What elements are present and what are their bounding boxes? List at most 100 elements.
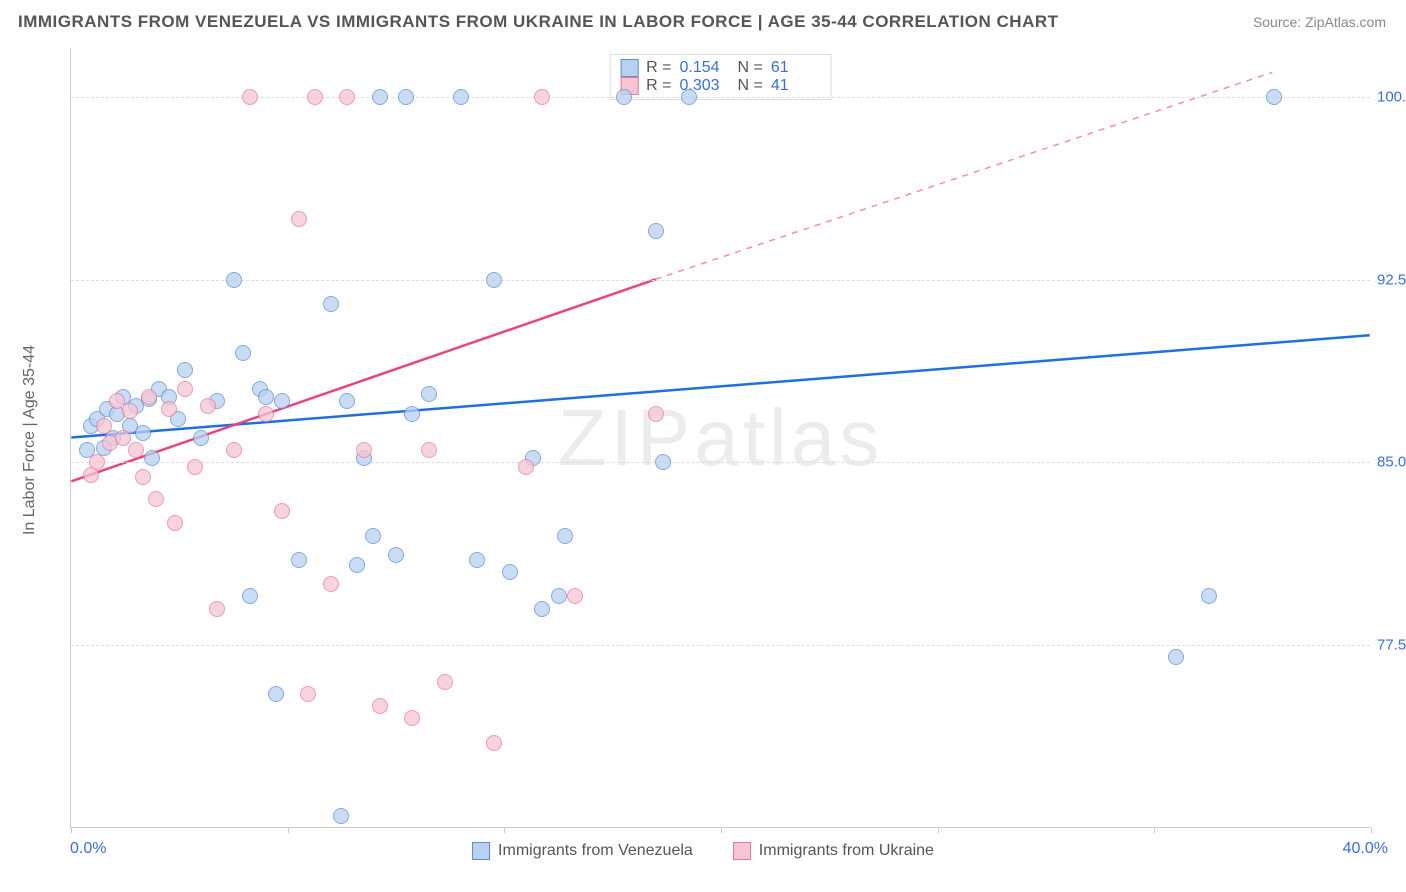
ytick-label: 85.0% bbox=[1377, 454, 1406, 471]
yaxis-title: In Labor Force | Age 35-44 bbox=[21, 345, 39, 535]
scatter-point bbox=[268, 686, 284, 702]
correlation-legend-row: R =0.154N =61 bbox=[620, 59, 821, 77]
series-legend: Immigrants from Venezuela Immigrants from… bbox=[472, 842, 934, 860]
scatter-point bbox=[1201, 588, 1217, 604]
series-legend-label: Immigrants from Venezuela bbox=[498, 842, 693, 860]
scatter-point bbox=[404, 406, 420, 422]
scatter-point bbox=[534, 89, 550, 105]
scatter-point bbox=[89, 454, 105, 470]
xtick-mark bbox=[71, 827, 72, 833]
scatter-point bbox=[453, 89, 469, 105]
ytick-label: 100.0% bbox=[1377, 88, 1406, 105]
scatter-point bbox=[486, 272, 502, 288]
series-legend-item: Immigrants from Venezuela bbox=[472, 842, 693, 860]
scatter-point bbox=[551, 588, 567, 604]
scatter-point bbox=[323, 296, 339, 312]
scatter-point bbox=[372, 89, 388, 105]
scatter-point bbox=[372, 698, 388, 714]
scatter-point bbox=[469, 552, 485, 568]
trend-line-dashed bbox=[656, 72, 1273, 279]
scatter-point bbox=[135, 469, 151, 485]
chart-title: IMMIGRANTS FROM VENEZUELA VS IMMIGRANTS … bbox=[18, 12, 1059, 32]
legend-r-label: R = bbox=[646, 59, 671, 77]
scatter-point bbox=[307, 89, 323, 105]
scatter-point bbox=[323, 576, 339, 592]
scatter-point bbox=[1168, 649, 1184, 665]
scatter-point bbox=[122, 403, 138, 419]
scatter-point bbox=[398, 89, 414, 105]
xtick-mark bbox=[504, 827, 505, 833]
scatter-point bbox=[177, 362, 193, 378]
scatter-point bbox=[291, 552, 307, 568]
scatter-point bbox=[274, 393, 290, 409]
scatter-point bbox=[274, 503, 290, 519]
xtick-mark bbox=[721, 827, 722, 833]
correlation-legend: R =0.154N =61R =0.303N =41 bbox=[609, 54, 832, 100]
legend-n-label: N = bbox=[738, 59, 763, 77]
scatter-point bbox=[421, 386, 437, 402]
source-label: Source: ZipAtlas.com bbox=[1253, 14, 1386, 30]
scatter-point bbox=[356, 442, 372, 458]
series-legend-label: Immigrants from Ukraine bbox=[759, 842, 934, 860]
scatter-point bbox=[291, 211, 307, 227]
scatter-point bbox=[115, 430, 131, 446]
xaxis-max-label: 40.0% bbox=[1343, 840, 1388, 858]
scatter-point bbox=[258, 406, 274, 422]
scatter-point bbox=[209, 601, 225, 617]
scatter-point bbox=[365, 528, 381, 544]
scatter-point bbox=[200, 398, 216, 414]
xtick-mark bbox=[938, 827, 939, 833]
scatter-point bbox=[161, 401, 177, 417]
scatter-point bbox=[242, 588, 258, 604]
scatter-point bbox=[349, 557, 365, 573]
scatter-point bbox=[518, 459, 534, 475]
correlation-legend-row: R =0.303N =41 bbox=[620, 77, 821, 95]
scatter-point bbox=[534, 601, 550, 617]
xaxis-min-label: 0.0% bbox=[70, 840, 106, 858]
scatter-point bbox=[681, 89, 697, 105]
scatter-point bbox=[486, 735, 502, 751]
scatter-point bbox=[193, 430, 209, 446]
plot-area: ZIPatlas R =0.154N =61R =0.303N =41 77.5… bbox=[70, 48, 1370, 828]
legend-r-label: R = bbox=[646, 77, 671, 95]
legend-n-value: 41 bbox=[771, 77, 821, 95]
scatter-point bbox=[96, 418, 112, 434]
scatter-point bbox=[655, 454, 671, 470]
scatter-point bbox=[437, 674, 453, 690]
scatter-point bbox=[135, 425, 151, 441]
scatter-point bbox=[226, 442, 242, 458]
gridline bbox=[71, 280, 1370, 281]
scatter-point bbox=[502, 564, 518, 580]
gridline bbox=[71, 462, 1370, 463]
scatter-point bbox=[177, 381, 193, 397]
gridline bbox=[71, 645, 1370, 646]
scatter-point bbox=[167, 515, 183, 531]
scatter-point bbox=[144, 450, 160, 466]
scatter-point bbox=[648, 406, 664, 422]
scatter-point bbox=[339, 89, 355, 105]
scatter-point bbox=[567, 588, 583, 604]
legend-marker bbox=[472, 842, 490, 860]
xtick-mark bbox=[1154, 827, 1155, 833]
ytick-label: 92.5% bbox=[1377, 271, 1406, 288]
scatter-point bbox=[339, 393, 355, 409]
legend-r-value: 0.154 bbox=[680, 59, 730, 77]
scatter-point bbox=[242, 89, 258, 105]
series-legend-item: Immigrants from Ukraine bbox=[733, 842, 934, 860]
scatter-point bbox=[141, 389, 157, 405]
legend-marker bbox=[620, 59, 638, 77]
scatter-point bbox=[226, 272, 242, 288]
scatter-point bbox=[557, 528, 573, 544]
scatter-point bbox=[648, 223, 664, 239]
scatter-point bbox=[421, 442, 437, 458]
scatter-point bbox=[388, 547, 404, 563]
xtick-mark bbox=[1371, 827, 1372, 833]
scatter-point bbox=[235, 345, 251, 361]
ytick-label: 77.5% bbox=[1377, 637, 1406, 654]
scatter-point bbox=[1266, 89, 1282, 105]
legend-marker bbox=[733, 842, 751, 860]
scatter-point bbox=[616, 89, 632, 105]
xtick-mark bbox=[288, 827, 289, 833]
legend-n-label: N = bbox=[738, 77, 763, 95]
scatter-point bbox=[300, 686, 316, 702]
